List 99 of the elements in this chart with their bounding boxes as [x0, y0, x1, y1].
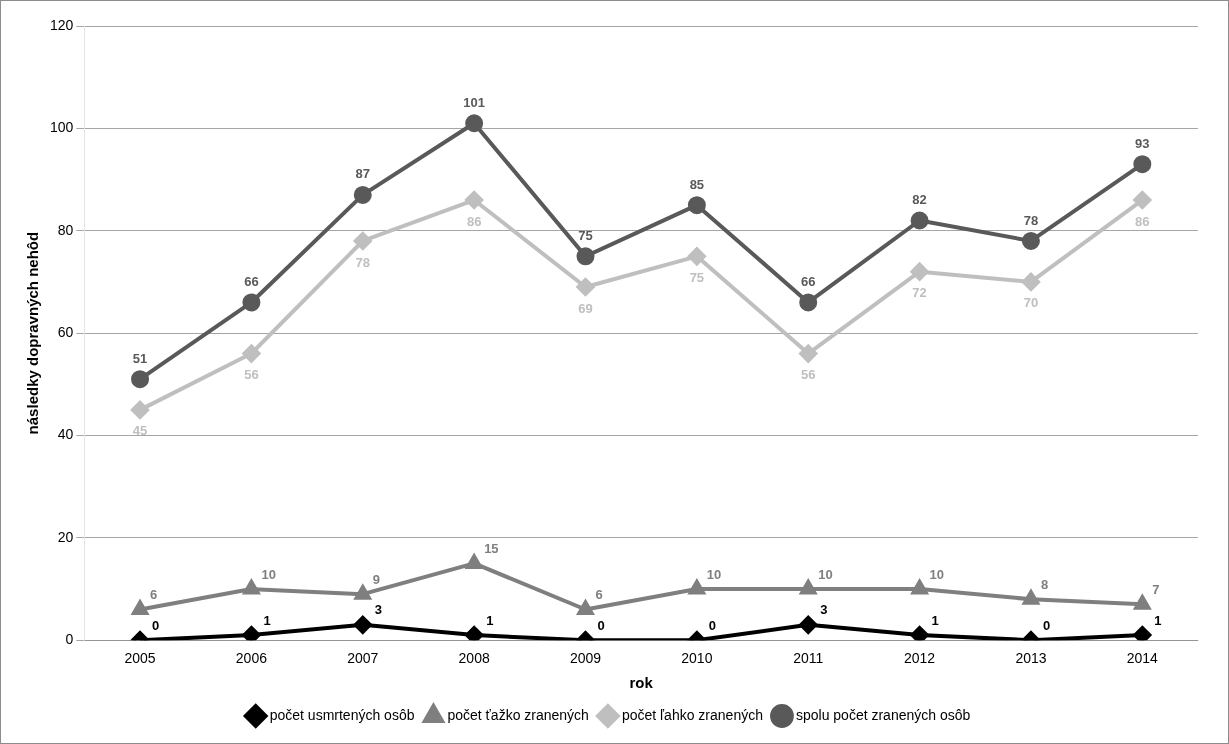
data-label: 78 — [1023, 212, 1039, 228]
data-label: 70 — [1023, 295, 1039, 311]
y-tick-label: 0 — [65, 631, 74, 648]
point — [910, 626, 929, 641]
point — [354, 585, 371, 600]
y-tick-label: 120 — [50, 16, 74, 33]
point — [576, 278, 595, 297]
point — [131, 370, 150, 389]
data-label: 1 — [1154, 612, 1162, 628]
point — [688, 580, 705, 595]
data-label: 69 — [578, 300, 593, 316]
data-label: 8 — [1040, 576, 1049, 592]
point — [465, 626, 484, 641]
data-label: 6 — [150, 587, 158, 603]
point — [799, 344, 818, 363]
point — [466, 554, 483, 569]
point — [1133, 155, 1152, 174]
data-label: 72 — [912, 285, 927, 301]
point — [1134, 595, 1151, 610]
data-label: 15 — [484, 541, 499, 556]
data-label: 93 — [1135, 135, 1150, 151]
point — [1133, 191, 1152, 210]
data-label: 10 — [706, 566, 722, 582]
x-tick-label: 2007 — [347, 650, 379, 667]
y-tick-label: 80 — [57, 221, 74, 238]
data-label: 6 — [595, 587, 603, 603]
point — [911, 580, 928, 595]
data-label: 56 — [244, 367, 259, 383]
data-label: 0 — [708, 617, 717, 633]
data-label: 66 — [800, 273, 816, 289]
point — [131, 600, 149, 615]
data-label: 75 — [689, 269, 705, 285]
legend-label: počet ľahko zranených — [621, 706, 763, 723]
point — [242, 626, 261, 641]
data-label: 45 — [132, 423, 148, 439]
x-tick-label: 2009 — [569, 650, 602, 667]
data-label: 10 — [818, 566, 833, 582]
point — [910, 262, 929, 281]
point — [242, 293, 261, 312]
point — [1021, 231, 1040, 250]
point — [1021, 272, 1040, 291]
data-label: 3 — [374, 602, 382, 618]
data-label: 10 — [261, 566, 276, 582]
point — [465, 114, 484, 133]
point — [353, 615, 372, 634]
point — [910, 211, 929, 230]
data-label: 82 — [912, 192, 927, 208]
x-tick-label: 2006 — [235, 650, 268, 667]
data-label: 9 — [372, 571, 380, 587]
data-label: 0 — [1042, 617, 1051, 633]
y-tick-label: 20 — [57, 528, 74, 545]
point — [242, 344, 261, 363]
data-label: 85 — [689, 176, 705, 192]
point — [687, 247, 706, 266]
data-label: 86 — [1135, 213, 1150, 229]
data-label: 1 — [263, 612, 271, 628]
data-label: 0 — [597, 617, 605, 633]
point — [131, 400, 150, 419]
legend-label: počet ťažko zranených — [447, 706, 589, 723]
point — [353, 231, 372, 250]
y-tick-label: 60 — [57, 323, 74, 340]
point — [799, 615, 818, 634]
x-tick-label: 2005 — [124, 650, 156, 667]
point — [1022, 590, 1040, 605]
data-label: 0 — [152, 617, 160, 633]
data-label: 1 — [486, 612, 494, 628]
x-tick-label: 2011 — [793, 650, 824, 667]
data-label: 86 — [466, 213, 482, 229]
point — [243, 580, 260, 595]
data-label: 75 — [578, 227, 593, 243]
point — [687, 196, 706, 215]
point — [1133, 626, 1152, 641]
point — [465, 191, 484, 210]
y-tick-label: 100 — [50, 119, 74, 136]
x-tick-label: 2008 — [458, 650, 490, 667]
point — [800, 580, 817, 595]
data-label: 51 — [132, 350, 148, 366]
data-label: 87 — [355, 166, 370, 182]
legend-label: spolu počet zranených osôb — [795, 706, 971, 723]
y-axis-title: následky dopravných nehôd — [24, 231, 42, 435]
x-axis-title: rok — [629, 674, 654, 692]
data-label: 78 — [355, 254, 370, 270]
x-tick-label: 2013 — [1015, 650, 1047, 667]
point — [576, 247, 595, 266]
data-label: 7 — [1152, 581, 1160, 597]
x-tick-label: 2010 — [681, 650, 713, 667]
data-label: 66 — [244, 273, 259, 289]
data-label: 56 — [800, 367, 816, 383]
data-label: 1 — [931, 612, 939, 628]
x-tick-label: 2014 — [1126, 650, 1159, 667]
point — [353, 185, 372, 204]
point — [577, 600, 594, 615]
data-label: 10 — [929, 566, 945, 582]
x-tick-label: 2012 — [904, 650, 936, 667]
data-label: 3 — [820, 602, 828, 618]
data-label: 101 — [463, 94, 485, 110]
legend-label: počet usmrtených osôb — [269, 706, 415, 723]
point — [799, 293, 818, 312]
y-tick-label: 40 — [57, 426, 74, 443]
